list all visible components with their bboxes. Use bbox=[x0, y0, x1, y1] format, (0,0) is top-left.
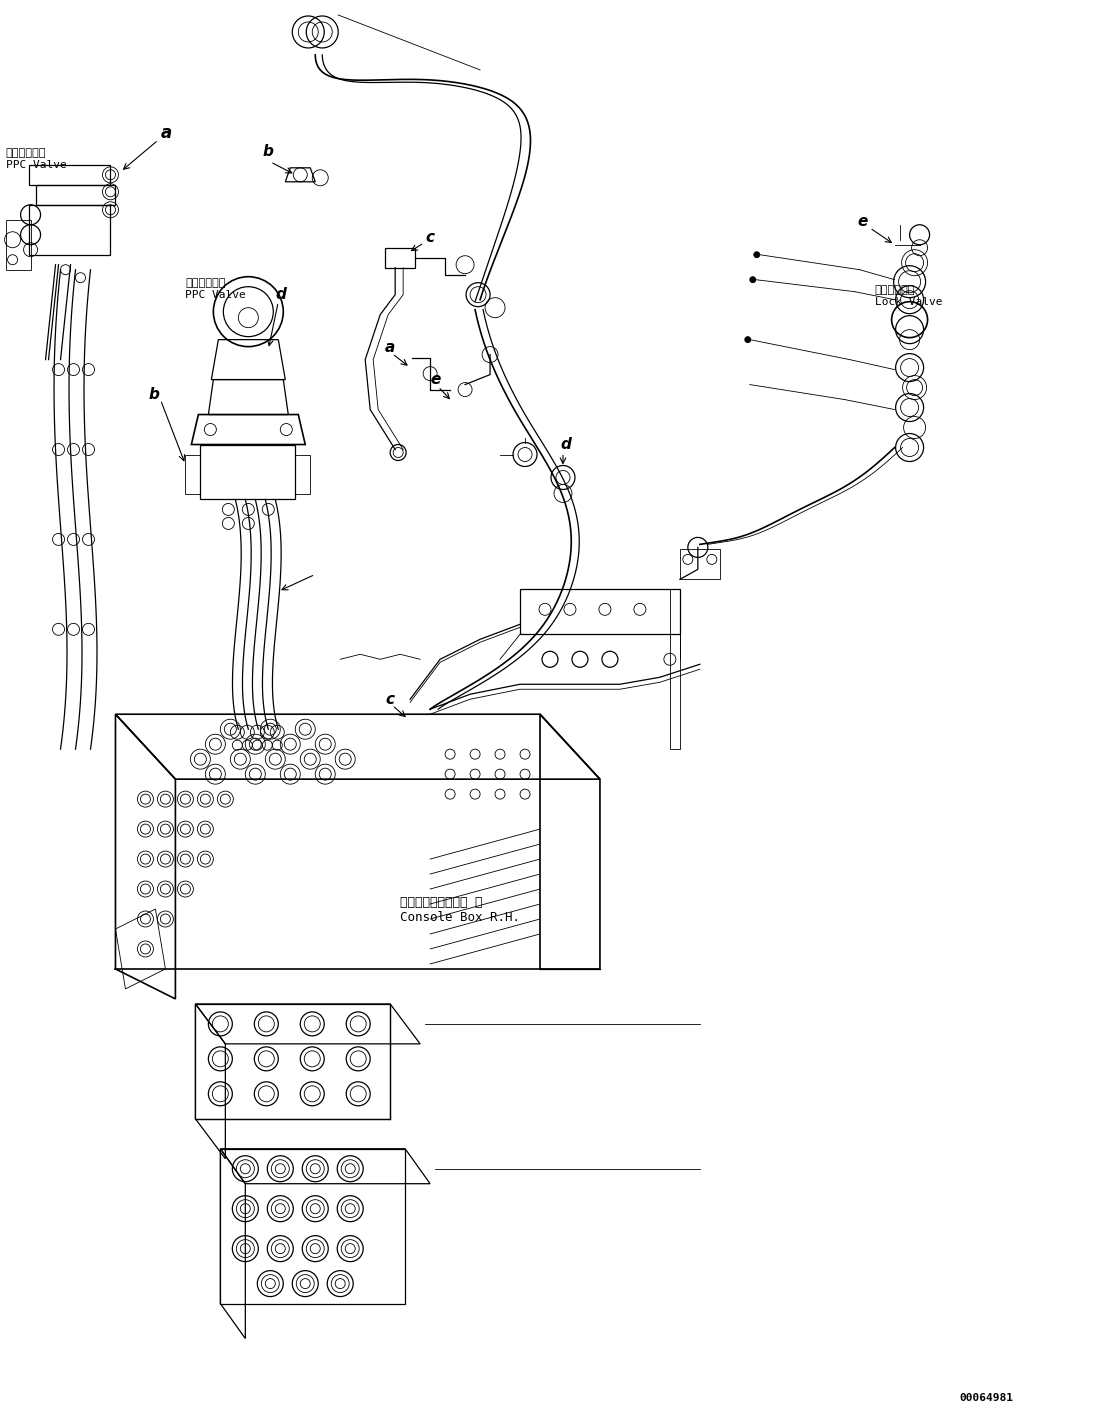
Text: c: c bbox=[426, 231, 434, 245]
Text: コンソールボックス 右: コンソールボックス 右 bbox=[400, 896, 482, 910]
Text: e: e bbox=[858, 214, 868, 229]
Circle shape bbox=[745, 336, 750, 343]
Text: a: a bbox=[161, 124, 172, 142]
Text: ロックバルブ: ロックバルブ bbox=[874, 284, 916, 295]
Text: d: d bbox=[276, 287, 287, 302]
Text: PPC Valve: PPC Valve bbox=[185, 290, 246, 299]
Text: b: b bbox=[263, 145, 274, 159]
Text: a: a bbox=[385, 340, 395, 356]
Text: c: c bbox=[385, 692, 394, 707]
Text: ＰＰＣバルブ: ＰＰＣバルブ bbox=[5, 148, 46, 157]
Text: ＰＰＣバルブ: ＰＰＣバルブ bbox=[185, 278, 225, 288]
Text: e: e bbox=[430, 373, 441, 387]
Text: PPC Valve: PPC Valve bbox=[5, 160, 67, 170]
Circle shape bbox=[749, 277, 756, 283]
Text: d: d bbox=[560, 437, 571, 451]
Text: b: b bbox=[149, 387, 160, 402]
Text: Lock Valve: Lock Valve bbox=[874, 297, 942, 307]
Bar bbox=[220, 1149, 405, 1303]
Text: 00064981: 00064981 bbox=[959, 1393, 1013, 1403]
Bar bbox=[196, 1004, 391, 1119]
Circle shape bbox=[754, 252, 759, 257]
Text: Console Box R.H.: Console Box R.H. bbox=[400, 911, 520, 924]
